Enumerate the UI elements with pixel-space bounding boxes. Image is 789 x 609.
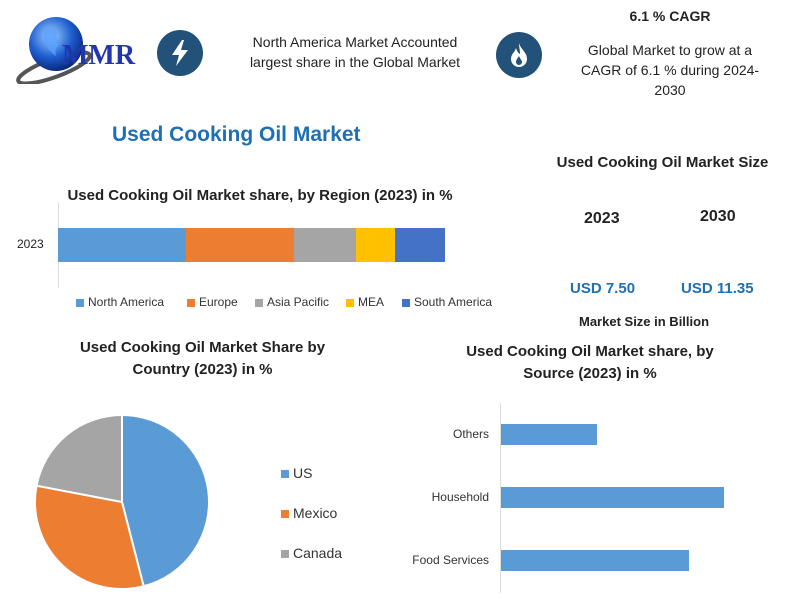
mmr-logo: MMR [14,12,149,86]
flame-icon [496,32,542,78]
year-2030: 2030 [700,208,736,225]
region-chart-title: Used Cooking Oil Market share, by Region… [67,187,453,204]
legend-label: North America [88,295,165,309]
legend-item: Europe [187,295,238,309]
legend-item: South America [402,295,492,309]
source-bar-others [501,424,598,445]
source-label: Others [452,427,489,441]
region-axis-label: 2023 [17,237,44,251]
pie-slice-mexico [34,484,145,590]
lightning-icon [157,30,203,76]
legend-swatch [281,470,289,479]
source-label: Food Services [412,553,489,567]
legend-item: North America [76,295,164,309]
legend-label: Canada [293,545,343,561]
pie-slice-canada [35,413,123,504]
market-size-title: Used Cooking Oil Market Size [556,154,769,171]
highlight-text: North America Market Accounted largest s… [249,34,461,70]
source-bar-food-services [501,550,689,571]
legend-label: Asia Pacific [267,295,330,309]
main-title: Used Cooking Oil Market [112,123,361,146]
legend-swatch [402,298,410,307]
legend-swatch [281,510,289,519]
source-label: Household [431,490,489,504]
logo-text: MMR [62,40,136,71]
region-segment-south-america [394,228,445,262]
legend-swatch [346,298,354,307]
source-bar-household [501,487,724,508]
legend-item: Canada [281,545,342,561]
legend-label: South America [414,295,493,309]
unit-note: Market Size in Billion [579,314,710,329]
legend-item: MEA [346,295,384,309]
value-2030: USD 11.35 [681,280,754,297]
legend-label: Europe [199,295,238,309]
legend-label: Mexico [293,505,338,521]
globe-icon [16,17,92,86]
legend-swatch [281,550,289,559]
region-segment-europe [185,228,295,262]
cagr-title: 6.1 % CAGR [629,8,711,24]
value-2023: USD 7.50 [570,280,636,297]
year-2023: 2023 [584,210,620,227]
country-pie-chart [34,413,210,590]
region-segment-asia-pacific [294,228,356,262]
pie-slice-us [121,413,210,588]
legend-label: US [293,465,313,481]
country-chart-title: Used Cooking Oil Market Share by Country… [79,339,326,378]
region-segment-mea [355,228,395,262]
legend-item: Asia Pacific [255,295,329,309]
legend-label: MEA [358,295,385,309]
legend-swatch [255,298,263,307]
region-stacked-bar [58,228,445,262]
legend-item: Mexico [281,505,337,521]
legend-item: US [281,465,312,481]
legend-swatch [187,298,195,307]
source-chart-title: Used Cooking Oil Market share, by Source… [466,343,714,382]
legend-swatch [76,298,84,307]
source-axis [500,403,501,593]
region-segment-north-america [58,228,186,262]
cagr-text: Global Market to grow at a CAGR of 6.1 %… [580,42,760,98]
